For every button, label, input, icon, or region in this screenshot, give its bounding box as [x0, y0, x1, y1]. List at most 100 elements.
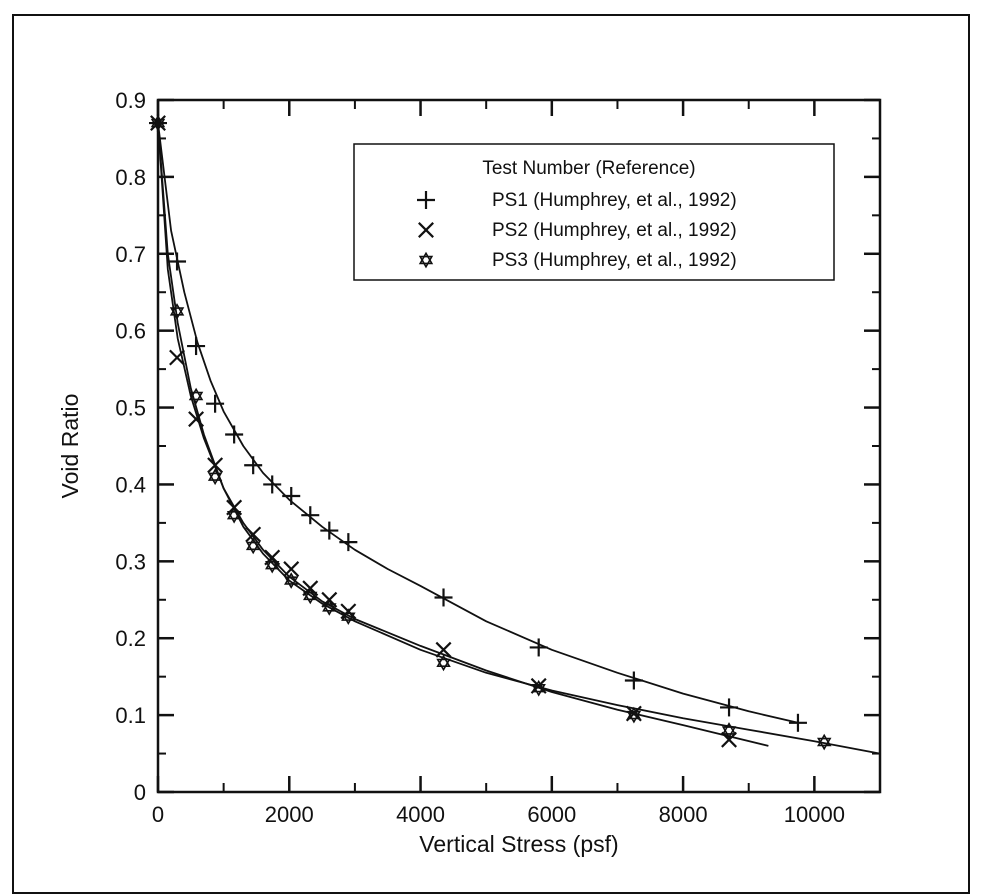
- point-series-3: [284, 572, 299, 589]
- point-series-3: [531, 679, 546, 697]
- star-marker-down: [284, 576, 299, 589]
- star-marker-down: [341, 612, 356, 625]
- star-marker-up: [817, 733, 832, 747]
- x-marker-b: [169, 349, 186, 366]
- point-series-3: [169, 303, 185, 320]
- point-series-1: [720, 698, 739, 717]
- y-axis-label: Void Ratio: [57, 394, 83, 499]
- point-series-3: [245, 537, 261, 555]
- star-marker-down: [188, 391, 204, 405]
- x-marker-b: [188, 411, 205, 428]
- x-tick-label: 0: [152, 802, 164, 827]
- plot-axes: 0 2000 4000 6000 8000 10000 0 0.1 0.2 0.3 0.4 0.5 0.…: [115, 88, 882, 827]
- legend-marker-series-3: [418, 251, 434, 269]
- figure-frame: 0 2000 4000 6000 8000 10000 0 0.1 0.2 0.3 0.4 0.5 0.…: [12, 14, 970, 894]
- point-series-1: [244, 456, 263, 475]
- fit-line-series-3: [157, 123, 881, 755]
- point-series-2: [207, 457, 224, 474]
- x-marker-b: [418, 222, 434, 238]
- x-marker-b: [207, 457, 224, 474]
- star-marker-up: [150, 114, 166, 128]
- star-marker-up: [284, 572, 299, 585]
- x-marker-b: [283, 561, 300, 578]
- point-series-3: [322, 599, 337, 616]
- star-marker-up: [322, 599, 337, 612]
- star-marker-down: [226, 510, 242, 524]
- point-series-3: [303, 587, 318, 605]
- point-series-2: [188, 411, 205, 428]
- point-series-3: [150, 114, 166, 132]
- point-series-3: [207, 468, 223, 486]
- y-tick-label: 0.3: [115, 549, 146, 574]
- star-marker-down: [322, 603, 337, 616]
- point-series-1: [434, 588, 453, 607]
- fit-line-series-1: [157, 122, 799, 724]
- star-marker-down: [207, 472, 223, 486]
- point-series-1: [206, 394, 225, 413]
- y-tick-label: 0.2: [115, 626, 146, 651]
- point-series-1: [168, 252, 187, 271]
- point-series-2: [721, 731, 738, 748]
- point-series-1: [788, 713, 807, 732]
- point-series-3: [265, 556, 280, 574]
- star-marker-down: [817, 737, 832, 751]
- point-series-1: [529, 638, 548, 657]
- star-marker-down: [418, 255, 434, 269]
- star-marker-up: [341, 608, 356, 621]
- y-tick-label: 0.5: [115, 396, 146, 421]
- star-marker-down: [303, 591, 318, 605]
- point-series-3: [626, 706, 642, 724]
- point-series-1: [187, 337, 206, 356]
- legend-label-series-2: PS2 (Humphrey, et al., 1992): [492, 220, 737, 241]
- x-marker-b: [435, 641, 452, 658]
- point-series-1: [301, 506, 320, 525]
- y-tick-label: 0.4: [115, 472, 146, 497]
- star-marker-up: [626, 706, 642, 720]
- star-marker-up: [245, 537, 261, 551]
- legend-title: Test Number (Reference): [482, 158, 695, 179]
- point-series-3: [817, 733, 832, 751]
- point-series-3: [341, 608, 356, 625]
- x-tick-label: 6000: [527, 802, 576, 827]
- star-marker-up: [188, 387, 204, 401]
- x-tick-label: 4000: [396, 802, 445, 827]
- legend-label-series-3: PS3 (Humphrey, et al., 1992): [492, 250, 737, 271]
- star-marker-up: [226, 506, 242, 520]
- star-marker-up: [303, 587, 318, 601]
- x-marker-b: [150, 115, 166, 132]
- point-series-1: [282, 486, 301, 505]
- legend-marker-series-1: [417, 191, 435, 209]
- x-marker-b: [245, 526, 262, 543]
- point-series-1: [225, 425, 244, 444]
- y-tick-label: 0.1: [115, 703, 146, 728]
- legend: Test Number (Reference) PS1 (Humphrey, e…: [353, 143, 835, 281]
- point-series-1: [339, 533, 358, 552]
- x-tick-label: 2000: [265, 802, 314, 827]
- point-series-3: [436, 654, 451, 672]
- star-marker-down: [626, 710, 642, 724]
- star-marker-down: [531, 683, 546, 697]
- point-series-2: [245, 526, 262, 543]
- star-marker-up: [436, 654, 451, 668]
- star-marker-down: [150, 118, 166, 132]
- point-series-2: [169, 349, 186, 366]
- star-marker-up: [169, 303, 185, 316]
- point-series-3: [226, 506, 242, 524]
- star-marker-down: [169, 307, 185, 320]
- legend-box: [353, 143, 835, 281]
- y-tick-label: 0: [134, 780, 146, 805]
- star-marker-up: [531, 679, 546, 693]
- y-tick-label: 0.7: [115, 242, 146, 267]
- y-tick-label: 0.9: [115, 88, 146, 113]
- chart: 0 2000 4000 6000 8000 10000 0 0.1 0.2 0.3 0.4 0.5 0.…: [57, 88, 882, 857]
- point-series-1: [263, 475, 282, 494]
- point-series-2: [435, 641, 452, 658]
- star-marker-down: [721, 726, 737, 739]
- star-marker-up: [418, 251, 434, 265]
- x-tick-label: 10000: [784, 802, 845, 827]
- x-tick-label: 8000: [659, 802, 708, 827]
- y-tick-label: 0.6: [115, 319, 146, 344]
- point-series-2: [150, 115, 166, 132]
- star-marker-up: [721, 722, 737, 735]
- x-marker-b: [721, 731, 738, 748]
